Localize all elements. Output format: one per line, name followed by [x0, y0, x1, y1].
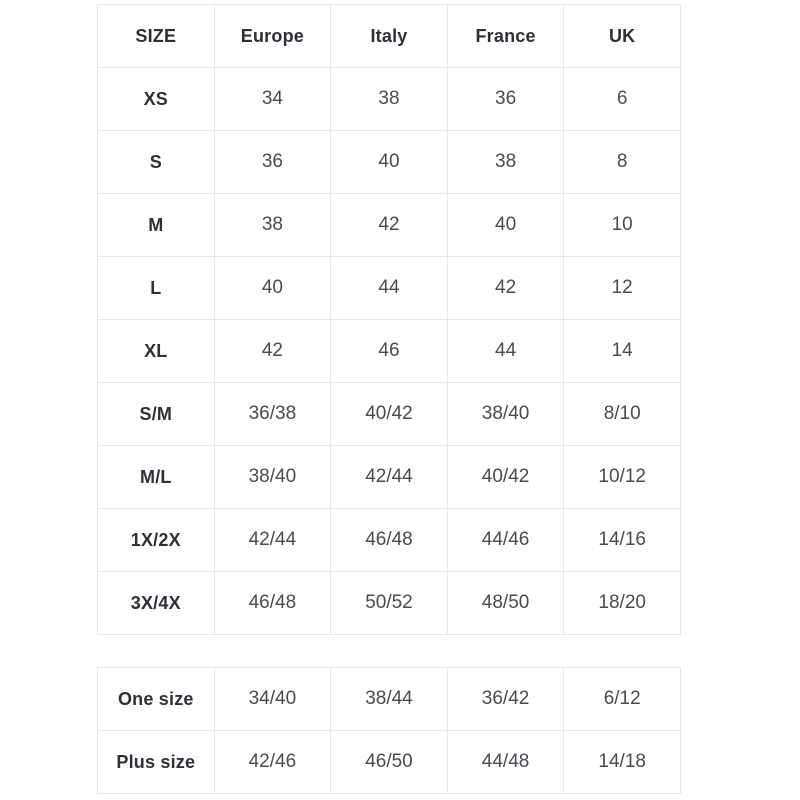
table-row: M/L 38/40 42/44 40/42 10/12: [97, 445, 681, 509]
row-label: M/L: [97, 445, 215, 509]
column-header: Europe: [213, 4, 332, 68]
header-row: SIZE Europe Italy France UK: [97, 4, 681, 68]
data-cell: 14/16: [563, 508, 681, 572]
table-row: S/M 36/38 40/42 38/40 8/10: [97, 382, 681, 446]
data-cell: 40: [330, 130, 448, 194]
row-label: M: [97, 193, 215, 257]
column-header: SIZE: [97, 4, 215, 68]
data-cell: 48/50: [446, 571, 565, 635]
data-cell: 18/20: [563, 571, 681, 635]
data-cell: 38/40: [446, 382, 565, 446]
data-cell: 38: [330, 67, 448, 131]
data-cell: 40: [213, 256, 332, 320]
data-cell: 40/42: [446, 445, 565, 509]
row-label: XS: [97, 67, 215, 131]
data-cell: 6: [563, 67, 681, 131]
data-cell: 8/10: [563, 382, 681, 446]
data-cell: 46/48: [213, 571, 332, 635]
data-cell: 38/44: [330, 667, 448, 731]
data-cell: 44: [330, 256, 448, 320]
data-cell: 14: [563, 319, 681, 383]
column-header: Italy: [330, 4, 448, 68]
data-cell: 38: [213, 193, 332, 257]
row-label: XL: [97, 319, 215, 383]
table-row: 1X/2X 42/44 46/48 44/46 14/16: [97, 508, 681, 572]
data-cell: 38: [446, 130, 565, 194]
data-cell: 42/44: [213, 508, 332, 572]
data-cell: 34: [213, 67, 332, 131]
data-cell: 36: [213, 130, 332, 194]
table-row: Plus size 42/46 46/50 44/48 14/18: [97, 730, 681, 794]
data-cell: 8: [563, 130, 681, 194]
data-cell: 50/52: [330, 571, 448, 635]
data-cell: 46/50: [330, 730, 448, 794]
data-cell: 42: [330, 193, 448, 257]
table-row: L 40 44 42 12: [97, 256, 681, 320]
row-label: S: [97, 130, 215, 194]
data-cell: 10/12: [563, 445, 681, 509]
row-label: Plus size: [97, 730, 215, 794]
data-cell: 44: [446, 319, 565, 383]
data-cell: 42: [446, 256, 565, 320]
row-label: 1X/2X: [97, 508, 215, 572]
data-cell: 34/40: [213, 667, 332, 731]
row-label: S/M: [97, 382, 215, 446]
data-cell: 12: [563, 256, 681, 320]
column-header: France: [446, 4, 565, 68]
table-row: 3X/4X 46/48 50/52 48/50 18/20: [97, 571, 681, 635]
data-cell: 42: [213, 319, 332, 383]
data-cell: 42/46: [213, 730, 332, 794]
data-cell: 40: [446, 193, 565, 257]
data-cell: 36: [446, 67, 565, 131]
data-cell: 42/44: [330, 445, 448, 509]
data-cell: 44/48: [446, 730, 565, 794]
data-cell: 14/18: [563, 730, 681, 794]
data-cell: 40/42: [330, 382, 448, 446]
size-conversion-table: SIZE Europe Italy France UK XS 34 38 36 6 S 36 40 38 8…: [97, 4, 681, 635]
data-cell: 44/46: [446, 508, 565, 572]
column-header: UK: [563, 4, 681, 68]
table-row: XS 34 38 36 6: [97, 67, 681, 131]
table-row: One size 34/40 38/44 36/42 6/12: [97, 667, 681, 731]
data-cell: 36/42: [446, 667, 565, 731]
row-label: One size: [97, 667, 215, 731]
data-cell: 6/12: [563, 667, 681, 731]
row-label: 3X/4X: [97, 571, 215, 635]
special-sizes-table: One size 34/40 38/44 36/42 6/12 Plus size 42/4…: [97, 667, 681, 794]
data-cell: 10: [563, 193, 681, 257]
data-cell: 38/40: [213, 445, 332, 509]
data-cell: 36/38: [213, 382, 332, 446]
data-cell: 46/48: [330, 508, 448, 572]
table-row: M 38 42 40 10: [97, 193, 681, 257]
data-cell: 46: [330, 319, 448, 383]
table-row: S 36 40 38 8: [97, 130, 681, 194]
table-row: XL 42 46 44 14: [97, 319, 681, 383]
row-label: L: [97, 256, 215, 320]
